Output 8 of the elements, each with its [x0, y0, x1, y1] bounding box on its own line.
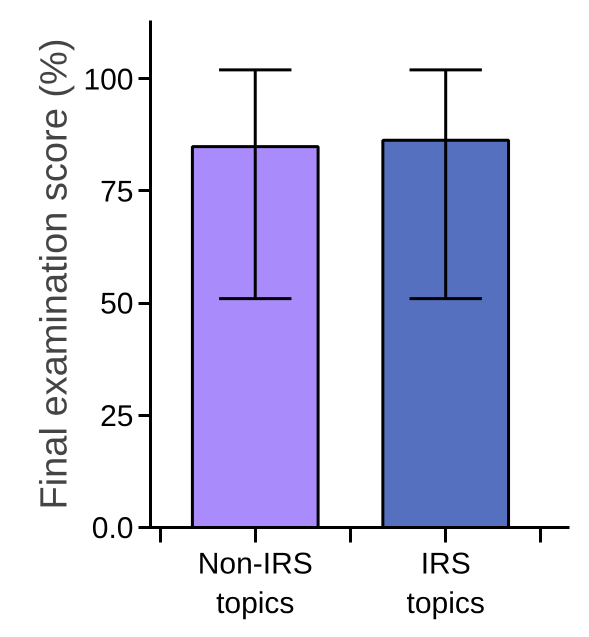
y-tick-label: 0.0	[92, 512, 134, 545]
y-axis-title: Final examination score (%)	[33, 38, 76, 510]
y-tick-label: 25	[100, 400, 134, 433]
y-tick-label: 100	[83, 63, 134, 96]
y-tick-label: 50	[100, 288, 134, 321]
x-tick-label: IRS topics	[406, 548, 485, 620]
x-tick-label: Non-IRS topics	[198, 548, 313, 620]
y-tick-label: 75	[100, 175, 134, 208]
